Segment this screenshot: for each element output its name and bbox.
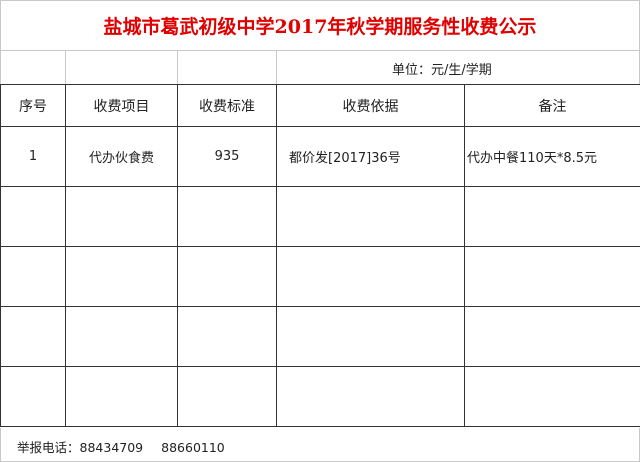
report-hotline: 举报电话：88434709 88660110 [0, 428, 640, 462]
cell [0, 246, 66, 307]
cell [0, 366, 66, 427]
header-cell: 收费标准 [177, 84, 277, 127]
cell-index: 1 [0, 126, 66, 187]
cell [464, 306, 640, 367]
fee-table: 序号 收费项目 收费标准 收费依据 备注 1 代办伙食费 935 都价发[201… [0, 84, 640, 427]
cell [464, 186, 640, 247]
cell [276, 366, 465, 427]
cell [65, 306, 178, 367]
cell-item: 代办伙食费 [65, 126, 178, 187]
table-row [0, 366, 640, 427]
cell [464, 246, 640, 307]
table-row [0, 246, 640, 307]
page-title: 盐城市葛武初级中学2017年秋学期服务性收费公示 [0, 0, 640, 51]
cell [65, 366, 178, 427]
header-cell: 收费依据 [276, 84, 465, 127]
table-header: 序号 收费项目 收费标准 收费依据 备注 [0, 84, 640, 127]
cell-basis: 都价发[2017]36号 [276, 126, 465, 187]
cell [177, 186, 277, 247]
cell [65, 246, 178, 307]
cell [0, 186, 66, 247]
header-cell: 收费项目 [65, 84, 178, 127]
table-row [0, 186, 640, 247]
hotline-phone-2: 88660110 [161, 440, 225, 455]
hotline-label: 举报电话： [17, 440, 80, 455]
table-row: 1 代办伙食费 935 都价发[2017]36号 代办中餐110天*8.5元 [0, 126, 640, 187]
cell [276, 306, 465, 367]
cell [177, 246, 277, 307]
unit-label: 单位：元/生/学期 [392, 63, 492, 78]
table-row [0, 306, 640, 367]
cell [65, 186, 178, 247]
header-cell: 备注 [464, 84, 640, 127]
cell [276, 186, 465, 247]
cell [464, 366, 640, 427]
header-cell: 序号 [0, 84, 66, 127]
cell [177, 366, 277, 427]
cell [276, 246, 465, 307]
unit-row [0, 50, 640, 85]
cell [0, 306, 66, 367]
cell-remark: 代办中餐110天*8.5元 [464, 126, 640, 187]
hotline-phone-1: 88434709 [79, 440, 144, 455]
cell-standard: 935 [177, 126, 277, 187]
cell [177, 306, 277, 367]
